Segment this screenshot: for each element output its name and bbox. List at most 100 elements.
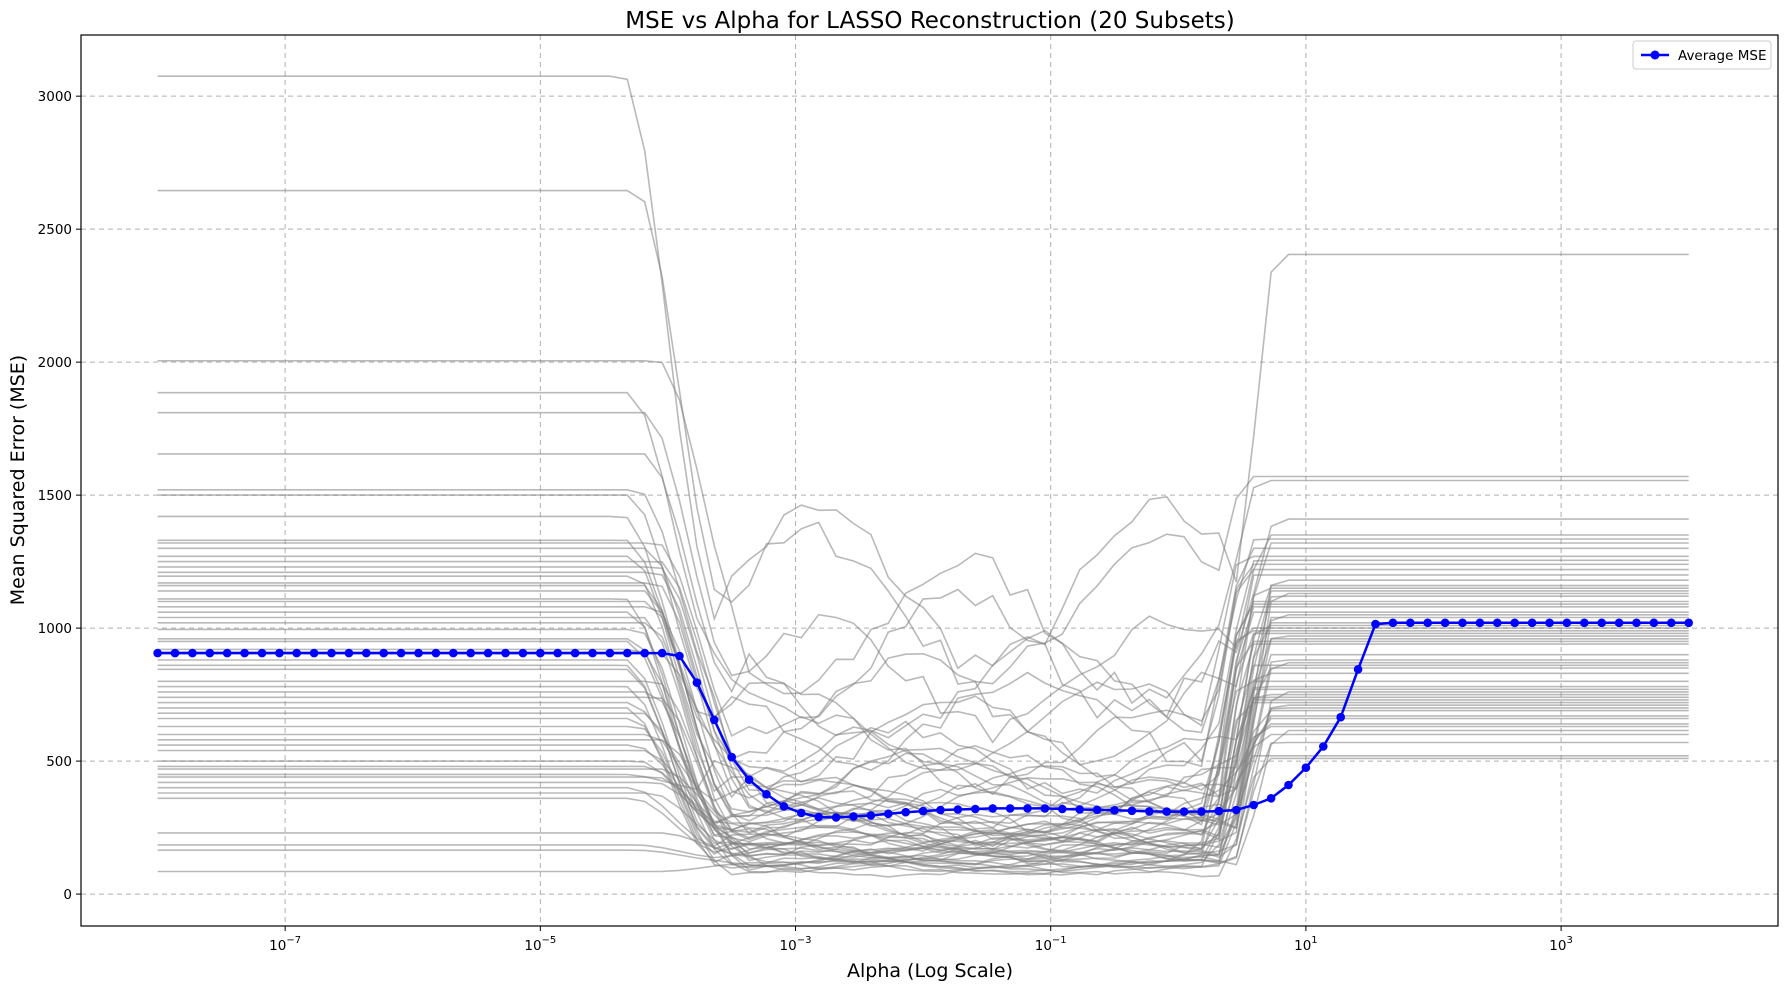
subset-line	[157, 659, 1689, 869]
average-mse-point	[449, 648, 458, 658]
average-mse-point	[501, 648, 510, 658]
average-mse-point	[153, 648, 162, 658]
average-mse-point	[971, 804, 980, 814]
average-mse-point	[240, 648, 249, 658]
subset-lines	[157, 75, 1689, 878]
subset-line	[157, 621, 1689, 849]
average-mse-point	[257, 648, 267, 658]
subset-line	[157, 685, 1689, 865]
average-mse-point	[1249, 800, 1258, 810]
average-mse-point	[222, 648, 232, 658]
average-mse-point	[1423, 618, 1432, 628]
average-mse-point	[866, 811, 876, 820]
subset-line	[157, 539, 1689, 785]
subset-line	[157, 664, 1689, 861]
subset-line	[157, 453, 1689, 739]
y-tick-label: 2500	[38, 222, 72, 238]
x-tick-label: 103	[1549, 935, 1573, 954]
plot-frame	[80, 34, 1779, 927]
subset-line	[157, 603, 1689, 856]
subset-line	[157, 571, 1689, 821]
average-mse-point	[1127, 806, 1137, 816]
average-mse-point	[744, 775, 754, 784]
subset-line	[157, 640, 1689, 838]
y-tick-label: 1000	[38, 621, 72, 637]
x-axis-label: Alpha (Log Scale)	[847, 960, 1013, 982]
average-mse-point	[414, 648, 423, 658]
average-mse-point	[1005, 804, 1015, 813]
average-mse-point	[1353, 665, 1363, 674]
y-tick-label: 0	[63, 887, 72, 903]
subset-line	[157, 560, 1689, 814]
average-mse-point	[188, 648, 197, 658]
subset-line	[157, 613, 1689, 858]
subset-line	[157, 515, 1689, 772]
average-mse-point	[536, 648, 545, 658]
average-mse-point	[1197, 807, 1206, 816]
average-mse-point	[1440, 618, 1450, 628]
average-mse-point	[727, 752, 736, 762]
subset-line	[157, 738, 1689, 878]
subset-line	[157, 600, 1689, 840]
average-mse-point	[884, 809, 893, 819]
subset-line	[157, 359, 1689, 705]
average-mse-point	[344, 648, 354, 658]
average-mse-point	[362, 648, 371, 658]
subset-line	[157, 717, 1689, 875]
average-mse-point	[849, 812, 858, 821]
average-mse-point	[936, 805, 945, 815]
legend: Average MSE	[1632, 40, 1772, 70]
average-mse-point	[762, 790, 771, 799]
average-mse-point	[292, 648, 302, 658]
average-mse-point	[1614, 618, 1624, 628]
average-mse-point	[710, 715, 719, 725]
average-mse-point	[1475, 618, 1485, 628]
average-mse-point	[797, 808, 806, 818]
x-tick-label: 10−3	[780, 935, 812, 954]
y-tick-label: 3000	[38, 89, 72, 105]
average-mse-point	[901, 807, 910, 817]
average-mse-point	[1632, 618, 1641, 628]
subset-line	[157, 637, 1689, 863]
average-mse-point	[1266, 794, 1276, 803]
x-tick-label: 10−5	[524, 935, 556, 954]
average-mse-point	[1301, 763, 1311, 772]
average-mse-point	[1649, 618, 1659, 628]
average-mse-point	[1406, 618, 1415, 628]
subset-line	[157, 699, 1689, 875]
axis-ticks: 0 500 1000 1500 2000 2500 3000 10−7 10−5 10−3 10−1…	[38, 89, 1573, 954]
y-tick-label: 1500	[38, 488, 72, 504]
average-mse-point	[1058, 804, 1067, 814]
average-mse-point	[1023, 804, 1032, 813]
average-mse-point	[205, 648, 215, 658]
average-mse-point	[779, 802, 789, 811]
subset-line	[157, 693, 1689, 873]
average-mse-point	[1371, 619, 1380, 629]
average-mse-point	[1667, 618, 1676, 628]
subset-line	[157, 566, 1689, 814]
average-mse-point	[309, 648, 319, 658]
average-mse-point	[1580, 618, 1589, 628]
average-mse-point	[1145, 807, 1154, 816]
subset-line	[157, 75, 1689, 670]
average-mse-point	[831, 813, 841, 822]
average-mse-point	[1214, 806, 1224, 816]
subset-line	[157, 616, 1689, 846]
average-mse-point	[1232, 805, 1241, 815]
subset-line	[157, 555, 1689, 808]
subset-line	[157, 707, 1689, 873]
average-mse-point	[1562, 618, 1572, 628]
average-mse-point	[623, 648, 632, 658]
average-mse-point	[1110, 806, 1119, 815]
average-mse-point	[605, 648, 615, 658]
average-mse-point	[814, 812, 823, 822]
average-mse-point	[692, 678, 702, 687]
average-mse-point	[518, 648, 528, 658]
average-mse-point	[1336, 712, 1345, 722]
subset-line	[157, 411, 1689, 744]
average-mse-point	[1284, 780, 1293, 790]
subset-line	[157, 632, 1689, 863]
subset-line	[157, 659, 1689, 858]
subset-line	[157, 668, 1689, 864]
